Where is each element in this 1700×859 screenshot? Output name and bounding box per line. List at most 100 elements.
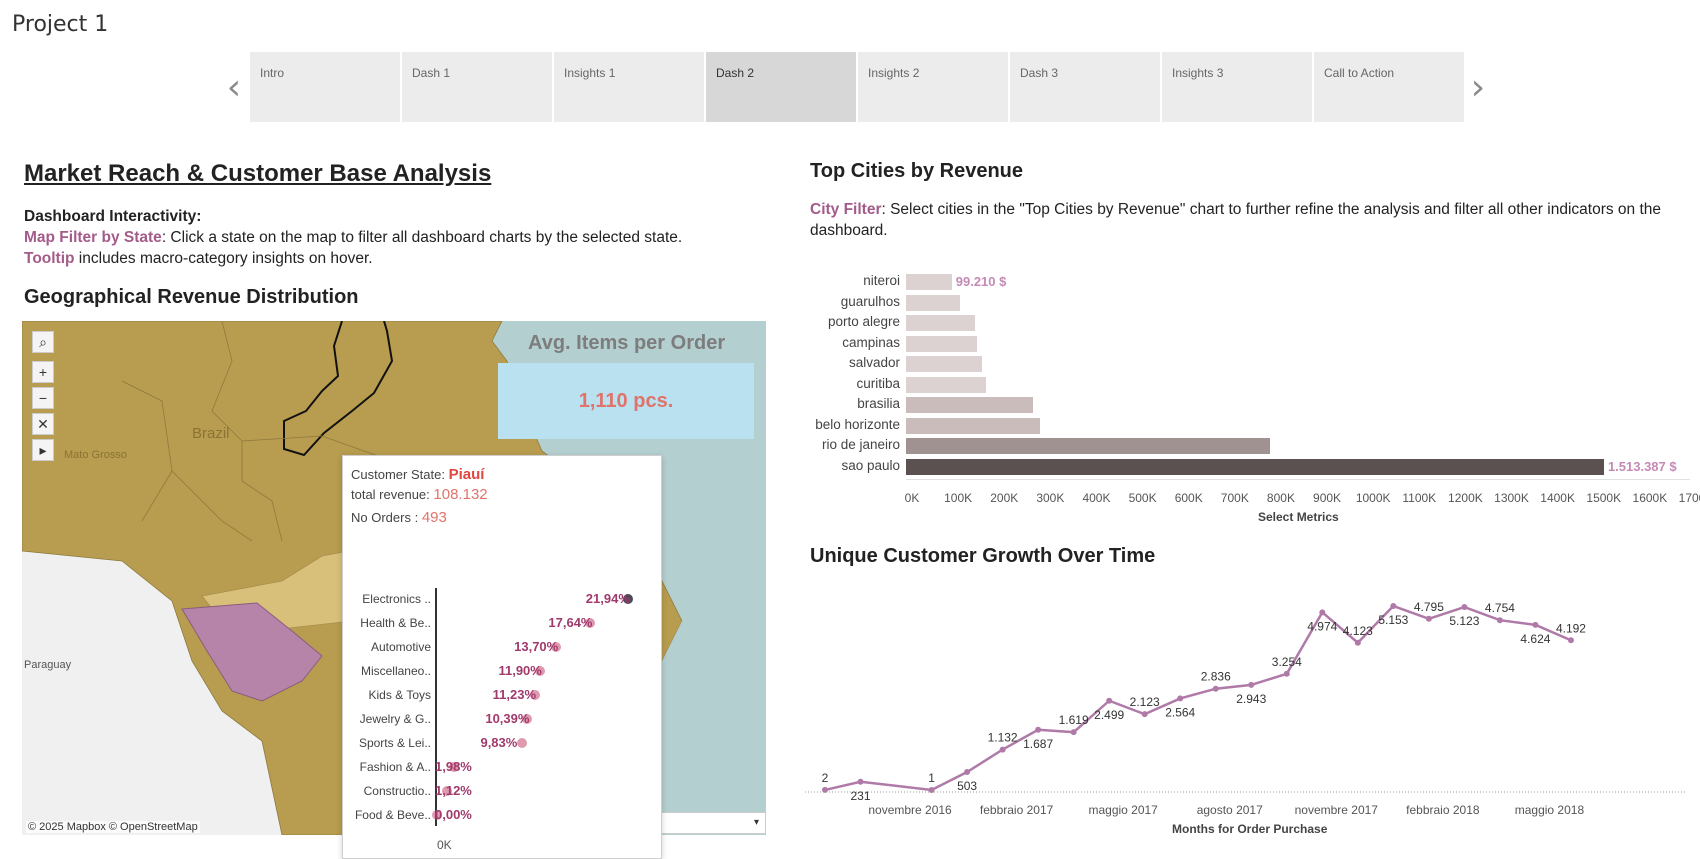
tooltip-axis-line (435, 588, 437, 826)
growth-point[interactable] (1141, 711, 1148, 718)
tooltip-category-dot[interactable] (449, 762, 460, 772)
growth-point[interactable] (1177, 695, 1184, 702)
growth-point[interactable] (1390, 602, 1397, 609)
map-filter-label: Map Filter by State (24, 229, 162, 246)
growth-point[interactable] (928, 786, 935, 793)
growth-x-axis-title: Months for Order Purchase (1172, 822, 1328, 836)
tooltip-state-value: Piauí (448, 466, 485, 483)
growth-point[interactable] (1461, 604, 1468, 611)
interactivity-heading: Dashboard Interactivity: (24, 208, 202, 225)
cities-x-tick: 200K (990, 491, 1019, 505)
tooltip-category-pct: 11,23% (492, 687, 537, 702)
growth-point[interactable] (999, 746, 1006, 753)
growth-point[interactable] (857, 778, 864, 785)
cities-x-tick: 1300K (1494, 491, 1529, 505)
map-credit: © 2025 Mapbox © OpenStreetMap (26, 821, 200, 833)
city-bar[interactable] (906, 458, 1604, 475)
story-tab-insights-3[interactable]: Insights 3 (1162, 52, 1312, 122)
state-sao-paulo-selected (181, 602, 323, 702)
cities-x-tick: 500K (1128, 491, 1157, 505)
growth-point-label: 2.836 (1201, 670, 1231, 684)
growth-point-label: 4.123 (1343, 624, 1373, 638)
dashboard-title: Market Reach & Customer Base Analysis (24, 160, 492, 187)
city-bar[interactable] (906, 335, 977, 352)
tooltip-category-dot[interactable] (551, 642, 562, 652)
city-bar[interactable] (906, 417, 1040, 434)
map-filter-text: : Click a state on the map to filter all… (161, 229, 683, 246)
city-filter-text: : Select cities in the "Top Cities by Re… (810, 201, 1662, 239)
city-bar[interactable] (906, 294, 961, 311)
cities-x-tick: 1600K (1632, 491, 1668, 505)
growth-point[interactable] (1283, 670, 1290, 677)
tooltip-category-dot[interactable] (517, 738, 528, 748)
growth-point[interactable] (1248, 681, 1255, 688)
pin-map-icon[interactable]: ✕ (32, 413, 54, 435)
tooltip-category-pct: 1,98% (435, 759, 472, 774)
growth-point[interactable] (1496, 617, 1503, 624)
cities-x-tick: 800K (1266, 491, 1295, 505)
city-label: belo horizonte (815, 416, 900, 432)
growth-point[interactable] (1319, 609, 1326, 616)
growth-point-label: 4.974 (1307, 619, 1337, 633)
tooltip-category-dot[interactable] (522, 714, 533, 724)
growth-point-label: 2.564 (1165, 705, 1195, 719)
tooltip-category-label: Kids & Toys (368, 688, 431, 702)
growth-point[interactable] (1425, 615, 1432, 622)
search-map-icon[interactable]: ⌕ (32, 331, 54, 353)
zoom-in-icon[interactable]: + (32, 361, 54, 383)
growth-point[interactable] (1532, 621, 1539, 628)
tooltip-category-label: Food & Beve.. (354, 808, 431, 822)
growth-point[interactable] (1567, 637, 1574, 644)
cities-x-tick: 1000K (1355, 491, 1391, 505)
tooltip-category-dot[interactable] (622, 594, 633, 604)
story-tab-intro[interactable]: Intro (250, 52, 400, 122)
city-bar[interactable] (906, 397, 1033, 413)
zoom-out-icon[interactable]: − (32, 387, 54, 409)
growth-point[interactable] (1106, 697, 1113, 704)
story-tab-dash-1[interactable]: Dash 1 (402, 52, 552, 122)
tooltip-orders-row: No Orders : 493 (351, 509, 447, 526)
tooltip-category-dot[interactable] (535, 666, 546, 676)
city-bar[interactable] (906, 274, 952, 290)
city-label: niteroi (863, 273, 900, 288)
story-tab-insights-2[interactable]: Insights 2 (858, 52, 1008, 122)
kpi-title: Avg. Items per Order (528, 332, 726, 354)
tooltip-category-dot[interactable] (585, 618, 596, 628)
city-bar[interactable] (906, 376, 986, 393)
tooltip-category-dot[interactable] (529, 690, 540, 700)
growth-point-label: 2 (822, 771, 829, 785)
tooltip-category-label: Fashion & A.. (359, 760, 431, 774)
story-tab-dash-3[interactable]: Dash 3 (1010, 52, 1160, 122)
story-tab-call-to-action[interactable]: Call to Action (1314, 52, 1464, 122)
cities-x-tick: 900K (1313, 491, 1342, 505)
city-bar[interactable] (906, 356, 983, 372)
growth-point-label: 5.123 (1449, 614, 1479, 628)
map-label-brazil: Brazil (192, 425, 230, 442)
growth-point-label: 1 (928, 771, 935, 785)
growth-point-label: 503 (957, 779, 977, 793)
tooltip-category-dot[interactable] (432, 810, 442, 820)
cities-section-title: Top Cities by Revenue (810, 160, 1024, 182)
growth-point[interactable] (822, 786, 828, 793)
growth-point[interactable] (1035, 726, 1042, 733)
story-tab-insights-1[interactable]: Insights 1 (554, 52, 704, 122)
city-label: campinas (842, 334, 900, 350)
kpi-value: 1,110 pcs. (578, 389, 674, 412)
pan-arrow-icon[interactable]: ▸ (32, 439, 54, 461)
growth-x-tick: agosto 2017 (1197, 803, 1263, 817)
chevron-right-icon[interactable]: › (1470, 66, 1486, 108)
story-tab-dash-2[interactable]: Dash 2 (706, 52, 856, 122)
city-bar[interactable] (906, 315, 976, 331)
tooltip-category-label: Miscellaneo.. (360, 664, 431, 678)
growth-point[interactable] (1354, 639, 1361, 646)
tooltip-category-label: Health & Be.. (360, 616, 431, 630)
chevron-left-icon[interactable]: ‹ (226, 66, 242, 108)
tooltip-category-dot[interactable] (441, 786, 452, 796)
growth-point[interactable] (964, 769, 971, 776)
city-label: rio de janeiro (821, 437, 900, 452)
tooltip-category-label: Automotive (370, 640, 431, 654)
city-bar[interactable] (906, 438, 1271, 454)
growth-point[interactable] (1212, 685, 1219, 692)
growth-point[interactable] (1070, 729, 1077, 736)
